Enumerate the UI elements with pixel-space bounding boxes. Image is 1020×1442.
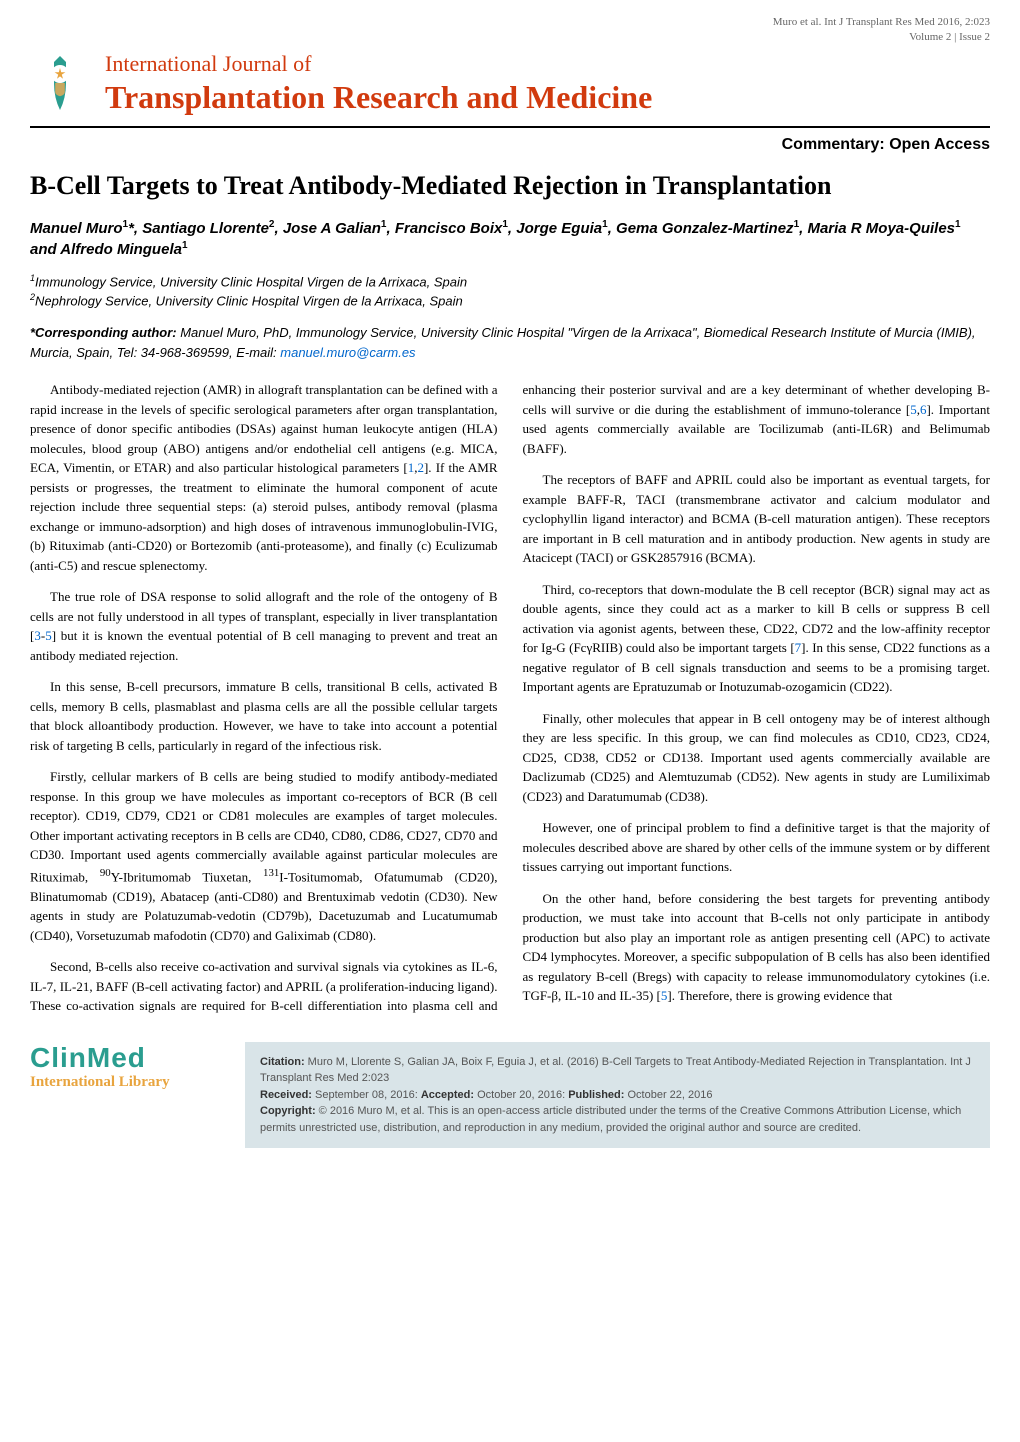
header-metadata: Muro et al. Int J Transplant Res Med 201… bbox=[0, 0, 1020, 51]
published-date: October 22, 2016 bbox=[624, 1089, 712, 1101]
body-paragraph: The receptors of BAFF and APRIL could al… bbox=[523, 470, 991, 568]
copyright-line: Copyright: © 2016 Muro M, et al. This is… bbox=[260, 1103, 975, 1136]
copyright-text: © 2016 Muro M, et al. This is an open-ac… bbox=[260, 1105, 961, 1134]
received-label: Received: bbox=[260, 1089, 312, 1101]
footer-section: ClinMed International Library Citation: … bbox=[30, 1042, 990, 1149]
affiliation-1: 1Immunology Service, University Clinic H… bbox=[30, 272, 990, 292]
journal-prefix: International Journal of bbox=[105, 51, 990, 77]
body-paragraph: Finally, other molecules that appear in … bbox=[523, 709, 991, 807]
body-paragraph: Firstly, cellular markers of B cells are… bbox=[30, 767, 498, 945]
copyright-label: Copyright: bbox=[260, 1105, 316, 1117]
journal-title-block: International Journal of Transplantation… bbox=[105, 51, 990, 116]
corresponding-label: *Corresponding author: bbox=[30, 325, 177, 340]
citation-short: Muro et al. Int J Transplant Res Med 201… bbox=[30, 15, 990, 30]
clinmed-sub-text: International Library bbox=[30, 1074, 230, 1091]
affiliation-2: 2Nephrology Service, University Clinic H… bbox=[30, 291, 990, 311]
received-date: September 08, 2016: bbox=[312, 1089, 421, 1101]
corresponding-author: *Corresponding author: Manuel Muro, PhD,… bbox=[0, 323, 1020, 380]
clinmed-logo-text: ClinMed bbox=[30, 1042, 230, 1074]
citation-text: Muro M, Llorente S, Galian JA, Boix F, E… bbox=[260, 1056, 971, 1085]
accepted-date: October 20, 2016: bbox=[474, 1089, 568, 1101]
body-paragraph: Third, co-receptors that down-modulate t… bbox=[523, 580, 991, 697]
journal-header: International Journal of Transplantation… bbox=[0, 51, 1020, 126]
body-paragraph: However, one of principal problem to fin… bbox=[523, 818, 991, 877]
article-type: Commentary: Open Access bbox=[0, 128, 1020, 169]
body-paragraph: In this sense, B-cell precursors, immatu… bbox=[30, 677, 498, 755]
article-body: Antibody-mediated rejection (AMR) in all… bbox=[0, 380, 1020, 1016]
dates-line: Received: September 08, 2016: Accepted: … bbox=[260, 1087, 975, 1104]
body-paragraph: Antibody-mediated rejection (AMR) in all… bbox=[30, 380, 498, 575]
affiliations: 1Immunology Service, University Clinic H… bbox=[0, 272, 1020, 324]
article-title: B-Cell Targets to Treat Antibody-Mediate… bbox=[0, 169, 1020, 218]
corresponding-email[interactable]: manuel.muro@carm.es bbox=[280, 345, 415, 360]
body-paragraph: On the other hand, before considering th… bbox=[523, 889, 991, 1006]
accepted-label: Accepted: bbox=[421, 1089, 474, 1101]
affiliation-text: Immunology Service, University Clinic Ho… bbox=[35, 274, 467, 289]
journal-main-name: Transplantation Research and Medicine bbox=[105, 79, 990, 116]
volume-issue: Volume 2 | Issue 2 bbox=[30, 30, 990, 45]
journal-logo-icon bbox=[30, 53, 90, 113]
citation-line: Citation: Muro M, Llorente S, Galian JA,… bbox=[260, 1054, 975, 1087]
citation-label: Citation: bbox=[260, 1056, 305, 1068]
published-label: Published: bbox=[568, 1089, 624, 1101]
citation-box: Citation: Muro M, Llorente S, Galian JA,… bbox=[245, 1042, 990, 1149]
affiliation-text: Nephrology Service, University Clinic Ho… bbox=[35, 294, 463, 309]
authors-list: Manuel Muro1*, Santiago Llorente2, Jose … bbox=[0, 218, 1020, 272]
publisher-logo-block: ClinMed International Library bbox=[30, 1042, 230, 1091]
body-paragraph: The true role of DSA response to solid a… bbox=[30, 587, 498, 665]
